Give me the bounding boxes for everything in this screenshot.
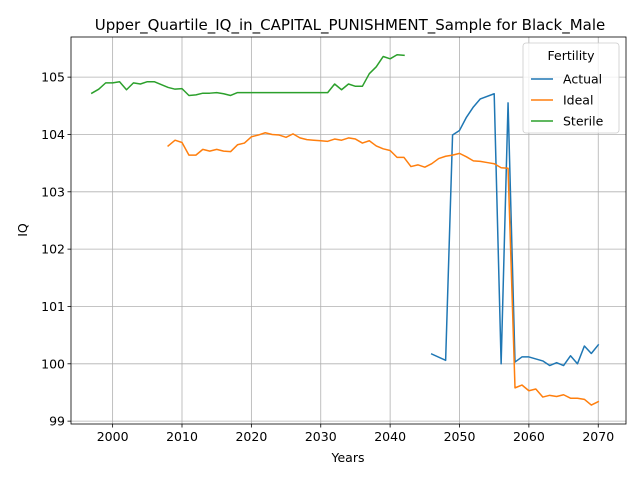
- y-tick-label: 104: [41, 127, 65, 142]
- legend-label-ideal: Ideal: [563, 93, 593, 108]
- x-tick-label: 2040: [374, 429, 406, 444]
- x-tick-label: 2030: [305, 429, 337, 444]
- x-tick-label: 2050: [444, 429, 476, 444]
- chart-title: Upper_Quartile_IQ_in_CAPITAL_PUNISHMENT_…: [95, 16, 606, 35]
- y-tick-label: 103: [41, 184, 65, 199]
- x-axis-label: Years: [331, 450, 365, 465]
- series-line-ideal: [167, 132, 600, 406]
- x-tick-label: 2010: [166, 429, 198, 444]
- y-tick-label: 105: [41, 70, 65, 85]
- legend-title: Fertility: [548, 48, 596, 63]
- y-axis-label: IQ: [15, 223, 30, 237]
- x-tick-label: 2070: [582, 429, 614, 444]
- series-line-sterile: [90, 54, 405, 97]
- x-tick-label: 2000: [97, 429, 129, 444]
- legend-label-sterile: Sterile: [563, 114, 604, 129]
- x-axis: 2000 2010 2020 2030 2040 2050 2060 2070: [97, 424, 614, 444]
- y-tick-label: 100: [41, 356, 65, 371]
- y-tick-label: 102: [41, 242, 65, 257]
- legend-label-actual: Actual: [563, 72, 602, 87]
- y-tick-label: 99: [49, 414, 65, 429]
- axes-frame: [70, 36, 627, 425]
- y-axis: 99 100 101 102 103 104 105: [41, 70, 71, 429]
- legend: Fertility Actual Ideal Sterile: [522, 42, 620, 134]
- x-tick-label: 2020: [235, 429, 267, 444]
- y-tick-label: 101: [41, 299, 65, 314]
- series-layer: [90, 54, 600, 406]
- legend-box: [522, 42, 620, 134]
- x-tick-label: 2060: [513, 429, 545, 444]
- series-line-actual: [430, 93, 600, 367]
